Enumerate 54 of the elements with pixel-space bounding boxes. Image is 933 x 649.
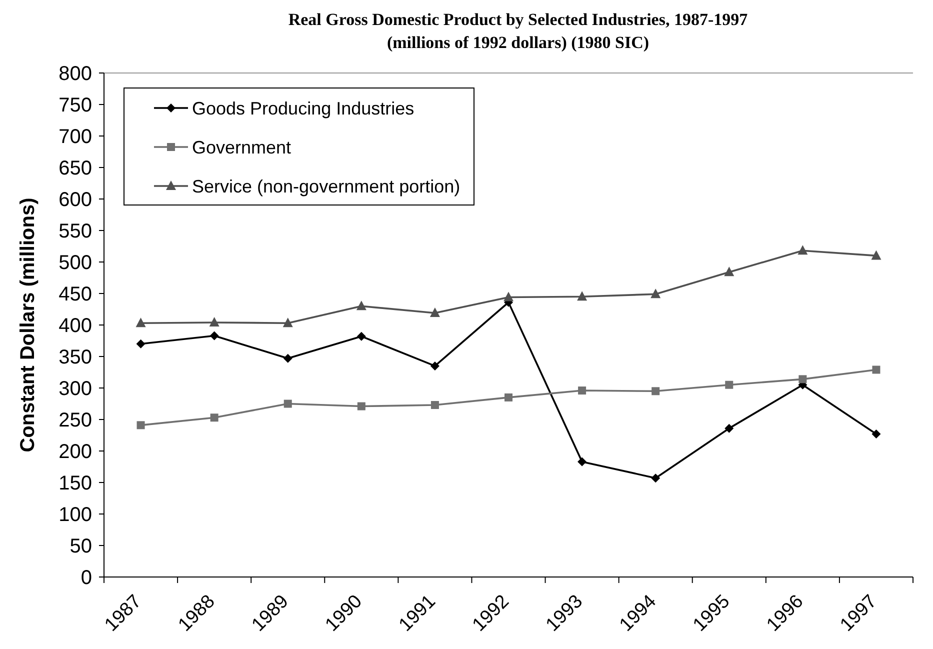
- y-tick-label: 100: [58, 504, 92, 526]
- point: [577, 291, 588, 301]
- y-tick-label: 450: [58, 284, 92, 306]
- legend-label: Government: [192, 137, 292, 158]
- y-tick-label: 50: [70, 536, 92, 558]
- y-tick-label: 500: [58, 252, 92, 274]
- point: [798, 375, 807, 384]
- y-tick-label: 350: [58, 346, 92, 368]
- y-tick-label: 200: [58, 441, 92, 463]
- point: [504, 393, 512, 402]
- y-tick-label: 250: [58, 410, 92, 432]
- point: [430, 401, 439, 410]
- y-tick-label: 800: [58, 63, 92, 85]
- y-tick-label: 550: [58, 220, 92, 242]
- y-tick-label: 600: [58, 189, 92, 211]
- y-tick-label: 700: [58, 126, 92, 148]
- point: [872, 366, 880, 374]
- y-tick-label: 150: [58, 472, 92, 494]
- y-axis-title: Constant Dollars (millions): [17, 198, 39, 452]
- point: [724, 266, 734, 276]
- point: [504, 292, 514, 302]
- point: [284, 400, 292, 408]
- point: [136, 339, 146, 348]
- chart-title: Real Gross Domestic Product by Selected Industries, 1987-1997: [288, 10, 748, 29]
- point: [578, 386, 586, 395]
- point: [871, 250, 882, 260]
- point: [652, 387, 660, 396]
- point: [209, 316, 220, 326]
- chart-subtitle: (millions of 1992 dollars) (1980 SIC): [386, 33, 650, 52]
- y-tick-label: 300: [58, 378, 92, 400]
- point: [356, 300, 366, 310]
- legend-label: Goods Producing Industries: [192, 98, 414, 118]
- legend-label: Service (non-government portion): [192, 176, 460, 196]
- y-tick-label: 650: [58, 158, 92, 180]
- point: [282, 318, 293, 328]
- point: [725, 380, 734, 389]
- point: [356, 332, 366, 341]
- point: [578, 457, 587, 466]
- point: [357, 402, 366, 410]
- y-tick-label: 750: [58, 94, 92, 116]
- point: [650, 288, 661, 298]
- y-tick-label: 0: [80, 567, 92, 589]
- point: [430, 361, 440, 370]
- point: [136, 421, 145, 430]
- point: [136, 318, 146, 328]
- point: [724, 424, 734, 433]
- point: [283, 354, 292, 363]
- point: [210, 414, 218, 422]
- point: [210, 331, 219, 340]
- y-tick-label: 400: [58, 315, 92, 337]
- point: [651, 474, 660, 483]
- point: [430, 308, 440, 318]
- point: [872, 429, 881, 438]
- point: [798, 245, 808, 255]
